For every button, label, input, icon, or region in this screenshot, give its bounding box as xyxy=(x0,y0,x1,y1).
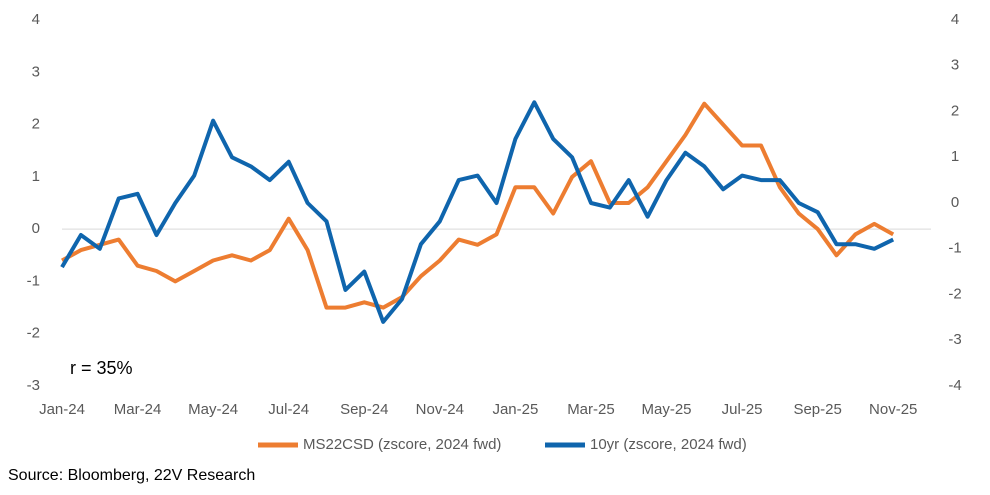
annotation: r = 35% xyxy=(70,358,133,378)
y2-tick-label: 4 xyxy=(951,11,959,28)
x-tick-label: Nov-25 xyxy=(869,401,917,418)
x-tick-label: Jul-25 xyxy=(722,401,763,418)
y2-tick-label: 3 xyxy=(951,57,959,74)
y2-tick-label: -1 xyxy=(948,240,961,257)
series-line xyxy=(61,101,895,310)
legend-label: 10yr (zscore, 2024 fwd) xyxy=(590,436,747,453)
x-tick-label: May-24 xyxy=(188,401,238,418)
x-tick-label: Sep-25 xyxy=(793,401,841,418)
y-tick-label: -2 xyxy=(27,325,40,342)
y2-tick-label: -3 xyxy=(948,331,961,348)
series-line xyxy=(60,100,895,324)
y2-tick-label: 1 xyxy=(951,148,959,165)
y-tick-label: -1 xyxy=(27,272,40,289)
x-tick-label: Nov-24 xyxy=(416,401,464,418)
y-tick-label: 4 xyxy=(32,11,40,28)
x-tick-label: Mar-24 xyxy=(114,401,162,418)
y-tick-label: 1 xyxy=(32,168,40,185)
x-tick-label: May-25 xyxy=(642,401,692,418)
y2-tick-label: 2 xyxy=(951,102,959,119)
x-tick-label: Jan-24 xyxy=(39,401,85,418)
x-tick-label: Sep-24 xyxy=(340,401,388,418)
y2-tick-label: -2 xyxy=(948,285,961,302)
x-tick-label: Jul-24 xyxy=(268,401,309,418)
y-tick-label: 3 xyxy=(32,63,40,80)
source: Source: Bloomberg, 22V Research xyxy=(8,467,255,484)
x-tick-label: Mar-25 xyxy=(567,401,615,418)
y-tick-label: -3 xyxy=(27,377,40,394)
y2-tick-label: -4 xyxy=(948,377,961,394)
y2-tick-label: 0 xyxy=(951,194,959,211)
x-tick-label: Jan-25 xyxy=(492,401,538,418)
y-tick-label: 2 xyxy=(32,116,40,133)
legend-label: MS22CSD (zscore, 2024 fwd) xyxy=(303,436,501,453)
y-tick-label: 0 xyxy=(32,220,40,237)
